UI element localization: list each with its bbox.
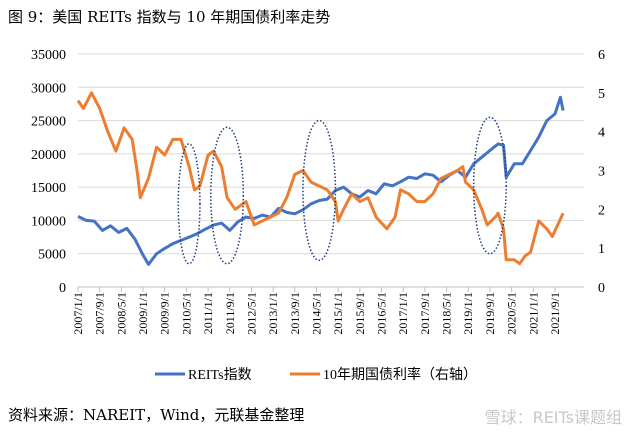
reits-line (77, 95, 565, 266)
y-right-tick-label: 0 (598, 281, 605, 296)
x-tick-label: 2019/9/1 (483, 292, 497, 335)
y-right-tick-label: 5 (598, 87, 605, 102)
y-left-tick-label: 0 (59, 281, 66, 296)
x-tick-label: 2015/1/1 (331, 292, 345, 335)
watermark: 雪球：REITs课题组 (484, 408, 622, 427)
y-left-tick-label: 15000 (31, 181, 66, 196)
y-left-tick-label: 20000 (31, 148, 66, 163)
highlight-ellipse (472, 116, 507, 255)
x-tick-label: 2021/1/1 (526, 292, 540, 335)
x-tick-label: 2007/9/1 (93, 292, 107, 335)
y-right-tick-label: 6 (598, 48, 605, 63)
x-tick-label: 2020/5/1 (505, 292, 519, 335)
highlight-ellipse (302, 119, 337, 262)
source-note: 资料来源：NAREIT，Wind，元联基金整理 (8, 406, 305, 424)
legend-label-yield: 10年期国债利率（右轴） (323, 366, 477, 383)
x-tick-label: 2013/1/1 (266, 292, 280, 335)
legend: REITs指数 10年期国债利率（右轴） (155, 366, 477, 383)
x-tick-label: 2016/5/1 (375, 292, 389, 335)
x-tick-label: 2012/5/1 (244, 292, 258, 335)
x-tick-label: 2009/9/1 (158, 292, 172, 335)
x-tick-label: 2021/9/1 (548, 292, 562, 335)
x-tick-label: 2009/1/1 (136, 292, 150, 335)
x-tick-label: 2011/1/1 (201, 292, 215, 334)
x-tick-label: 2015/9/1 (353, 292, 367, 335)
y-left-tick-label: 25000 (31, 115, 66, 130)
x-tick-label: 2017/1/1 (396, 292, 410, 335)
y-left-tick-label: 30000 (31, 81, 66, 96)
x-tick-label: 2010/5/1 (179, 292, 193, 335)
yield-line (76, 91, 565, 266)
x-tick-label: 2011/9/1 (223, 292, 237, 334)
legend-label-reits: REITs指数 (188, 367, 252, 383)
chart: 0 5000 10000 15000 20000 25000 30000 35000 0 1 2 3… (31, 48, 605, 383)
y-right-tick-label: 4 (598, 126, 605, 141)
x-tick-label: 2017/9/1 (418, 292, 432, 335)
y-left-tick-label: 5000 (38, 248, 66, 263)
y-right-tick-label: 1 (598, 242, 605, 257)
highlight-ellipse (210, 126, 245, 265)
x-tick-label: 2014/5/1 (309, 292, 323, 335)
x-tick-label: 2007/1/1 (71, 292, 85, 335)
figure-title: 图 9：美国 REITs 指数与 10 年期国债利率走势 (8, 8, 331, 26)
highlight-ellipse (177, 143, 201, 265)
x-tick-label: 2008/5/1 (114, 292, 128, 335)
x-tick-label: 2013/9/1 (288, 292, 302, 335)
y-left-tick-label: 35000 (31, 48, 66, 63)
y-right-tick-label: 3 (598, 165, 605, 180)
x-tick-label: 2018/5/1 (440, 292, 454, 335)
x-tick-label: 2019/1/1 (461, 292, 475, 335)
y-left-tick-label: 10000 (31, 214, 66, 229)
y-right-tick-label: 2 (598, 203, 605, 218)
